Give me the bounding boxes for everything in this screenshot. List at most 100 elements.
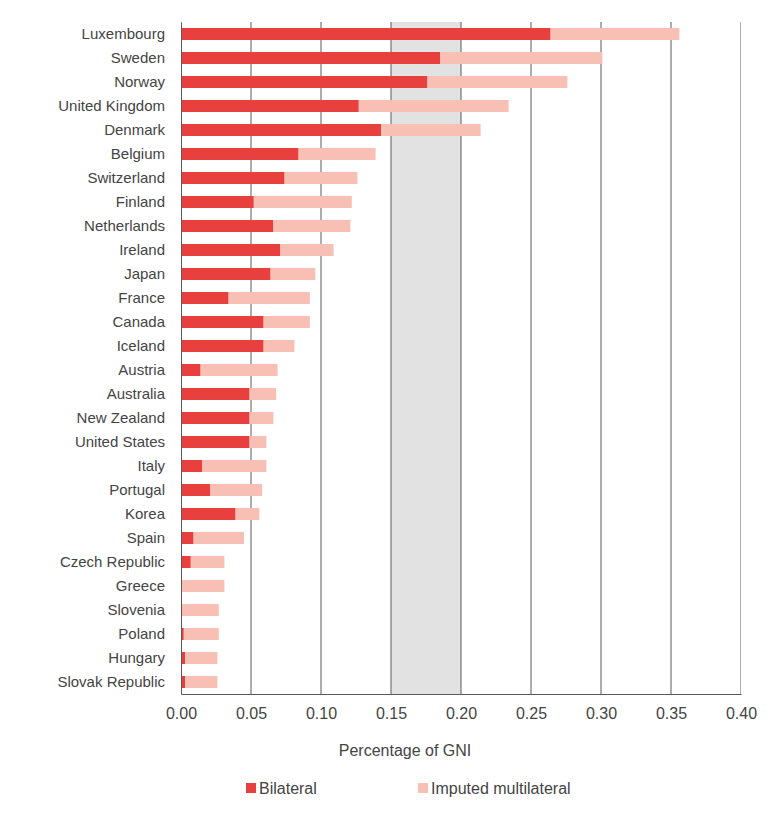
x-axis: 0.000.050.100.150.200.250.300.350.40 <box>166 694 757 722</box>
category-label: Slovak Republic <box>57 673 165 690</box>
grid-line <box>531 22 532 694</box>
category-label: Hungary <box>108 649 165 666</box>
bar <box>181 292 229 304</box>
bar <box>181 556 191 568</box>
tick-label: 0.25 <box>516 705 547 722</box>
legend-swatch <box>246 783 256 793</box>
tick: 0.05 <box>236 694 267 722</box>
tick: Switzerland <box>87 169 181 186</box>
grid-line <box>181 22 182 694</box>
bar <box>236 508 260 520</box>
bar <box>285 172 358 184</box>
tick: Belgium <box>111 145 181 162</box>
bar <box>181 28 551 40</box>
tick-label: 0.10 <box>306 705 337 722</box>
tick: Portugal <box>109 481 181 498</box>
bar <box>273 220 350 232</box>
bar <box>250 412 274 424</box>
category-label: Belgium <box>111 145 165 162</box>
category-label: Spain <box>127 529 165 546</box>
category-label: Netherlands <box>84 217 165 234</box>
grid-line <box>601 22 602 694</box>
legend-label: Bilateral <box>259 780 317 797</box>
bar <box>181 532 194 544</box>
bar <box>181 76 427 88</box>
legend-swatch <box>418 783 428 793</box>
series-bars <box>181 28 679 688</box>
bar <box>299 148 376 160</box>
bar <box>181 412 250 424</box>
bar <box>254 196 352 208</box>
category-label: Ireland <box>119 241 165 258</box>
tick-label: 0.15 <box>376 705 407 722</box>
y-axis: Luxembourg Sweden Norway United Kingdom Denm… <box>57 23 181 695</box>
tick: Luxembourg <box>82 25 181 42</box>
category-label: Luxembourg <box>82 25 165 42</box>
bar <box>185 676 217 688</box>
bar <box>181 196 254 208</box>
grid-line <box>671 22 672 694</box>
category-label: United Kingdom <box>58 97 165 114</box>
tick: Hungary <box>108 649 181 666</box>
bar <box>181 484 210 496</box>
chart: 0.000.050.100.150.200.250.300.350.40Luxe… <box>0 0 768 822</box>
bar <box>194 532 244 544</box>
bar <box>250 436 267 448</box>
axis-line <box>181 23 182 695</box>
category-label: Austria <box>118 361 165 378</box>
bar <box>181 508 236 520</box>
bar <box>229 292 310 304</box>
category-label: United States <box>75 433 165 450</box>
tick: Spain <box>127 529 181 546</box>
bar <box>184 628 219 640</box>
tick: Iceland <box>117 337 181 354</box>
tick: Sweden <box>111 49 181 66</box>
tick: Slovenia <box>107 601 181 618</box>
category-label: Greece <box>116 577 165 594</box>
legend: BilateralImputed multilateral <box>246 780 571 797</box>
category-label: Switzerland <box>87 169 165 186</box>
bar <box>202 460 266 472</box>
tick: 0.15 <box>376 694 407 722</box>
tick-label: 0.40 <box>726 705 757 722</box>
category-label: Denmark <box>104 121 165 138</box>
tick: 0.40 <box>726 694 757 722</box>
category-label: Czech Republic <box>60 553 166 570</box>
tick: Denmark <box>104 121 181 138</box>
grid-line <box>251 22 252 694</box>
category-label: Iceland <box>117 337 165 354</box>
category-label: Poland <box>118 625 165 642</box>
tick: 0.00 <box>166 694 197 722</box>
bar <box>181 316 264 328</box>
category-label: New Zealand <box>77 409 165 426</box>
bar <box>181 364 201 376</box>
tick-label: 0.30 <box>586 705 617 722</box>
tick: Slovak Republic <box>57 673 181 690</box>
bar <box>210 484 262 496</box>
bar <box>201 364 278 376</box>
category-label: Finland <box>116 193 165 210</box>
bar <box>271 268 316 280</box>
grid-line <box>741 22 742 694</box>
tick: Norway <box>114 73 181 90</box>
grid-line <box>321 22 322 694</box>
bar <box>181 172 285 184</box>
bar <box>280 244 333 256</box>
bar <box>264 316 310 328</box>
bar <box>264 340 295 352</box>
bar <box>181 244 280 256</box>
highlight-band <box>391 22 461 694</box>
bar <box>359 100 509 112</box>
category-label: Japan <box>124 265 165 282</box>
tick: United States <box>75 433 181 450</box>
bar <box>181 100 359 112</box>
grid-line <box>461 22 462 694</box>
plot-area <box>181 22 741 694</box>
tick: Japan <box>124 265 181 282</box>
bar <box>427 76 567 88</box>
tick: Finland <box>116 193 181 210</box>
category-label: Italy <box>137 457 165 474</box>
tick: United Kingdom <box>58 97 181 114</box>
tick: Ireland <box>119 241 181 258</box>
category-label: Canada <box>112 313 165 330</box>
